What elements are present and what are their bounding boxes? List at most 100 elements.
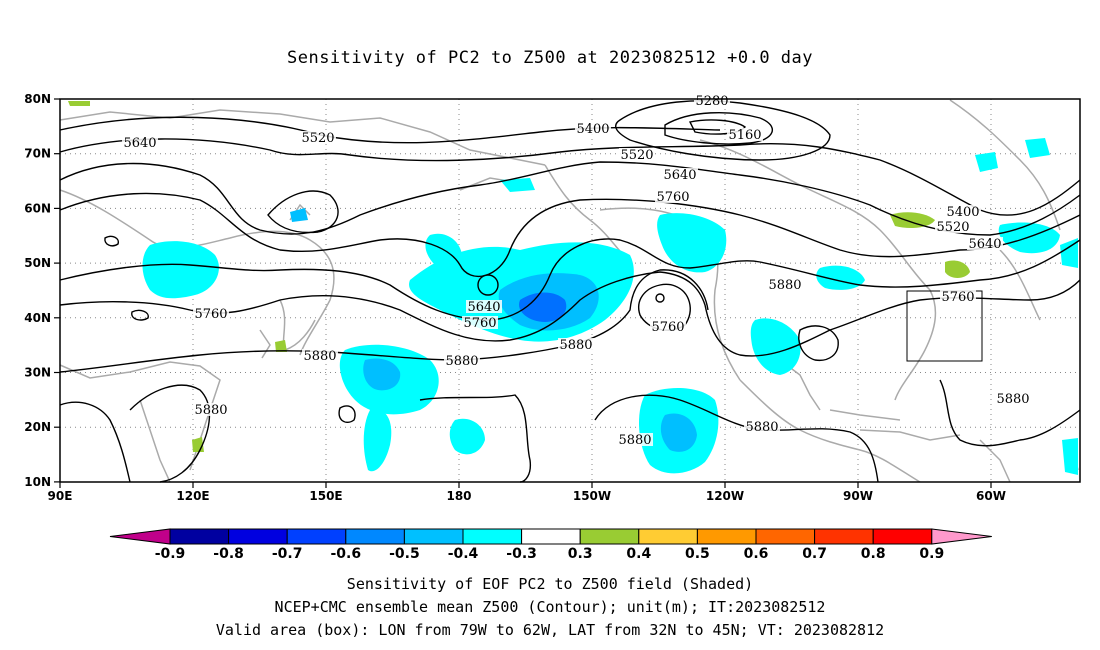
contour-label: 5760 [463,316,496,331]
colorbar-box [638,528,698,545]
lat-tick-label: 80N [24,92,51,106]
contour-label-bg [122,136,158,149]
contour-label: 5280 [695,94,728,109]
contour-label-bg [444,354,480,367]
contour-label: 5880 [559,338,592,353]
colorbar-label: 0.5 [685,546,710,562]
colorbar-box [696,528,757,545]
lat-tick-label: 40N [24,311,51,325]
colorbar-box [872,528,933,545]
colorbar-box [462,528,523,545]
page-title: Sensitivity of PC2 to Z500 at 2023082512… [286,48,813,68]
contour-label: 5880 [768,278,801,293]
contour-label: 5880 [445,354,478,369]
lon-tick-label: 150E [309,489,342,503]
lat-tick-label: 30N [24,366,51,380]
colorbar-box [814,528,874,545]
colorbar-box [579,528,640,545]
contour-label: 5760 [194,307,227,322]
contour-label: 5520 [301,131,334,146]
contour-label-bg [193,403,229,416]
colorbar-label: 0.9 [919,546,944,562]
caption-valid-area: Valid area (box): LON from 79W to 62W, L… [215,621,885,639]
lat-tick-label: 70N [24,147,51,161]
lon-tick-label: 60W [976,489,1006,503]
contour-label: 5880 [194,403,227,418]
contour-label-bg [945,205,981,218]
contour-label: 5400 [576,122,609,137]
contour-label: 5880 [996,392,1029,407]
colorbar-box [755,528,816,545]
contour-label-bg [935,220,971,233]
lat-tick-label: 50N [24,256,51,270]
contour-label-bg [767,278,803,291]
contour-label: 5160 [728,128,761,143]
plot-frame [59,98,1081,483]
contour-label-bg [650,320,686,333]
colorbar-label: -0.6 [330,546,361,562]
contour-label: 5640 [467,300,500,315]
contour-label-bg [302,349,338,362]
caption-shaded: Sensitivity of EOF PC2 to Z500 field (Sh… [346,575,754,593]
contour-label-bg [300,131,336,144]
contour-label-bg [193,307,229,320]
contour-label-bg [744,420,780,433]
contour-label-bg [619,148,655,161]
contour-label: 5880 [303,349,336,364]
contour-label-bg [995,392,1031,405]
colorbar-label: -0.5 [389,546,420,562]
contour-label: 5880 [745,420,778,435]
contour-label-bg [727,128,763,141]
contour-label: 5520 [936,220,969,235]
lon-tick-label: 150W [573,489,611,503]
contour-label: 5400 [946,205,979,220]
contour-label-bg [462,316,498,329]
contour-label: 5640 [123,136,156,151]
lon-tick-label: 90W [843,489,873,503]
colorbar-label: -0.9 [155,546,186,562]
colorbar-box [403,528,464,545]
colorbar-label: -0.8 [213,546,244,562]
colorbar-box [169,528,230,545]
colorbar-box [345,528,405,545]
colorbar-box [521,528,581,545]
sensitivity-shading [68,101,1078,475]
lon-tick-label: 120W [706,489,744,503]
lat-tick-label: 20N [24,420,51,434]
colorbar-label: 0.6 [744,546,769,562]
colorbar-box [286,528,347,545]
contour-label: 5640 [663,168,696,183]
lon-tick-label: 120E [176,489,209,503]
contour-label: 5760 [941,290,974,305]
contour-label-bg [940,290,976,303]
contour-label-bg [558,338,594,351]
contour-label-bg [617,433,653,446]
contour-label-bg [662,168,698,181]
contour-label-bg [466,300,502,313]
latitude-axis: 80N 70N 60N 50N 40N 30N 20N 10N [24,92,60,489]
colorbar-label: 0.4 [626,546,651,562]
lon-tick-label: 90E [48,489,73,503]
contour-label: 5880 [618,433,651,448]
contour-labels: 5280516054005520564055205640576054005520… [122,94,1031,448]
contour-label: 5640 [968,237,1001,252]
lat-tick-label: 10N [24,475,51,489]
colorbar-label: -0.4 [448,546,479,562]
contour-label-bg [655,190,691,203]
colorbar-min-arrow [109,528,171,545]
lat-tick-label: 60N [24,201,51,215]
colorbar-max-arrow [931,528,992,545]
contour-label-bg [694,94,730,107]
colorbar-label: 0.7 [802,546,827,562]
contour-label: 5520 [620,148,653,163]
contour-label: 5760 [651,320,684,335]
contour-label: 5760 [656,190,689,205]
caption-contour: NCEP+CMC ensemble mean Z500 (Contour); u… [274,598,826,616]
colorbar-label: 0.8 [861,546,886,562]
colorbar-box [228,528,288,545]
contour-label-bg [967,237,1003,250]
lon-tick-label: 180 [446,489,471,503]
longitude-axis: 90E 120E 150E 180 150W 120W 90W 60W [48,482,1006,503]
colorbar-label: -0.3 [506,546,537,562]
